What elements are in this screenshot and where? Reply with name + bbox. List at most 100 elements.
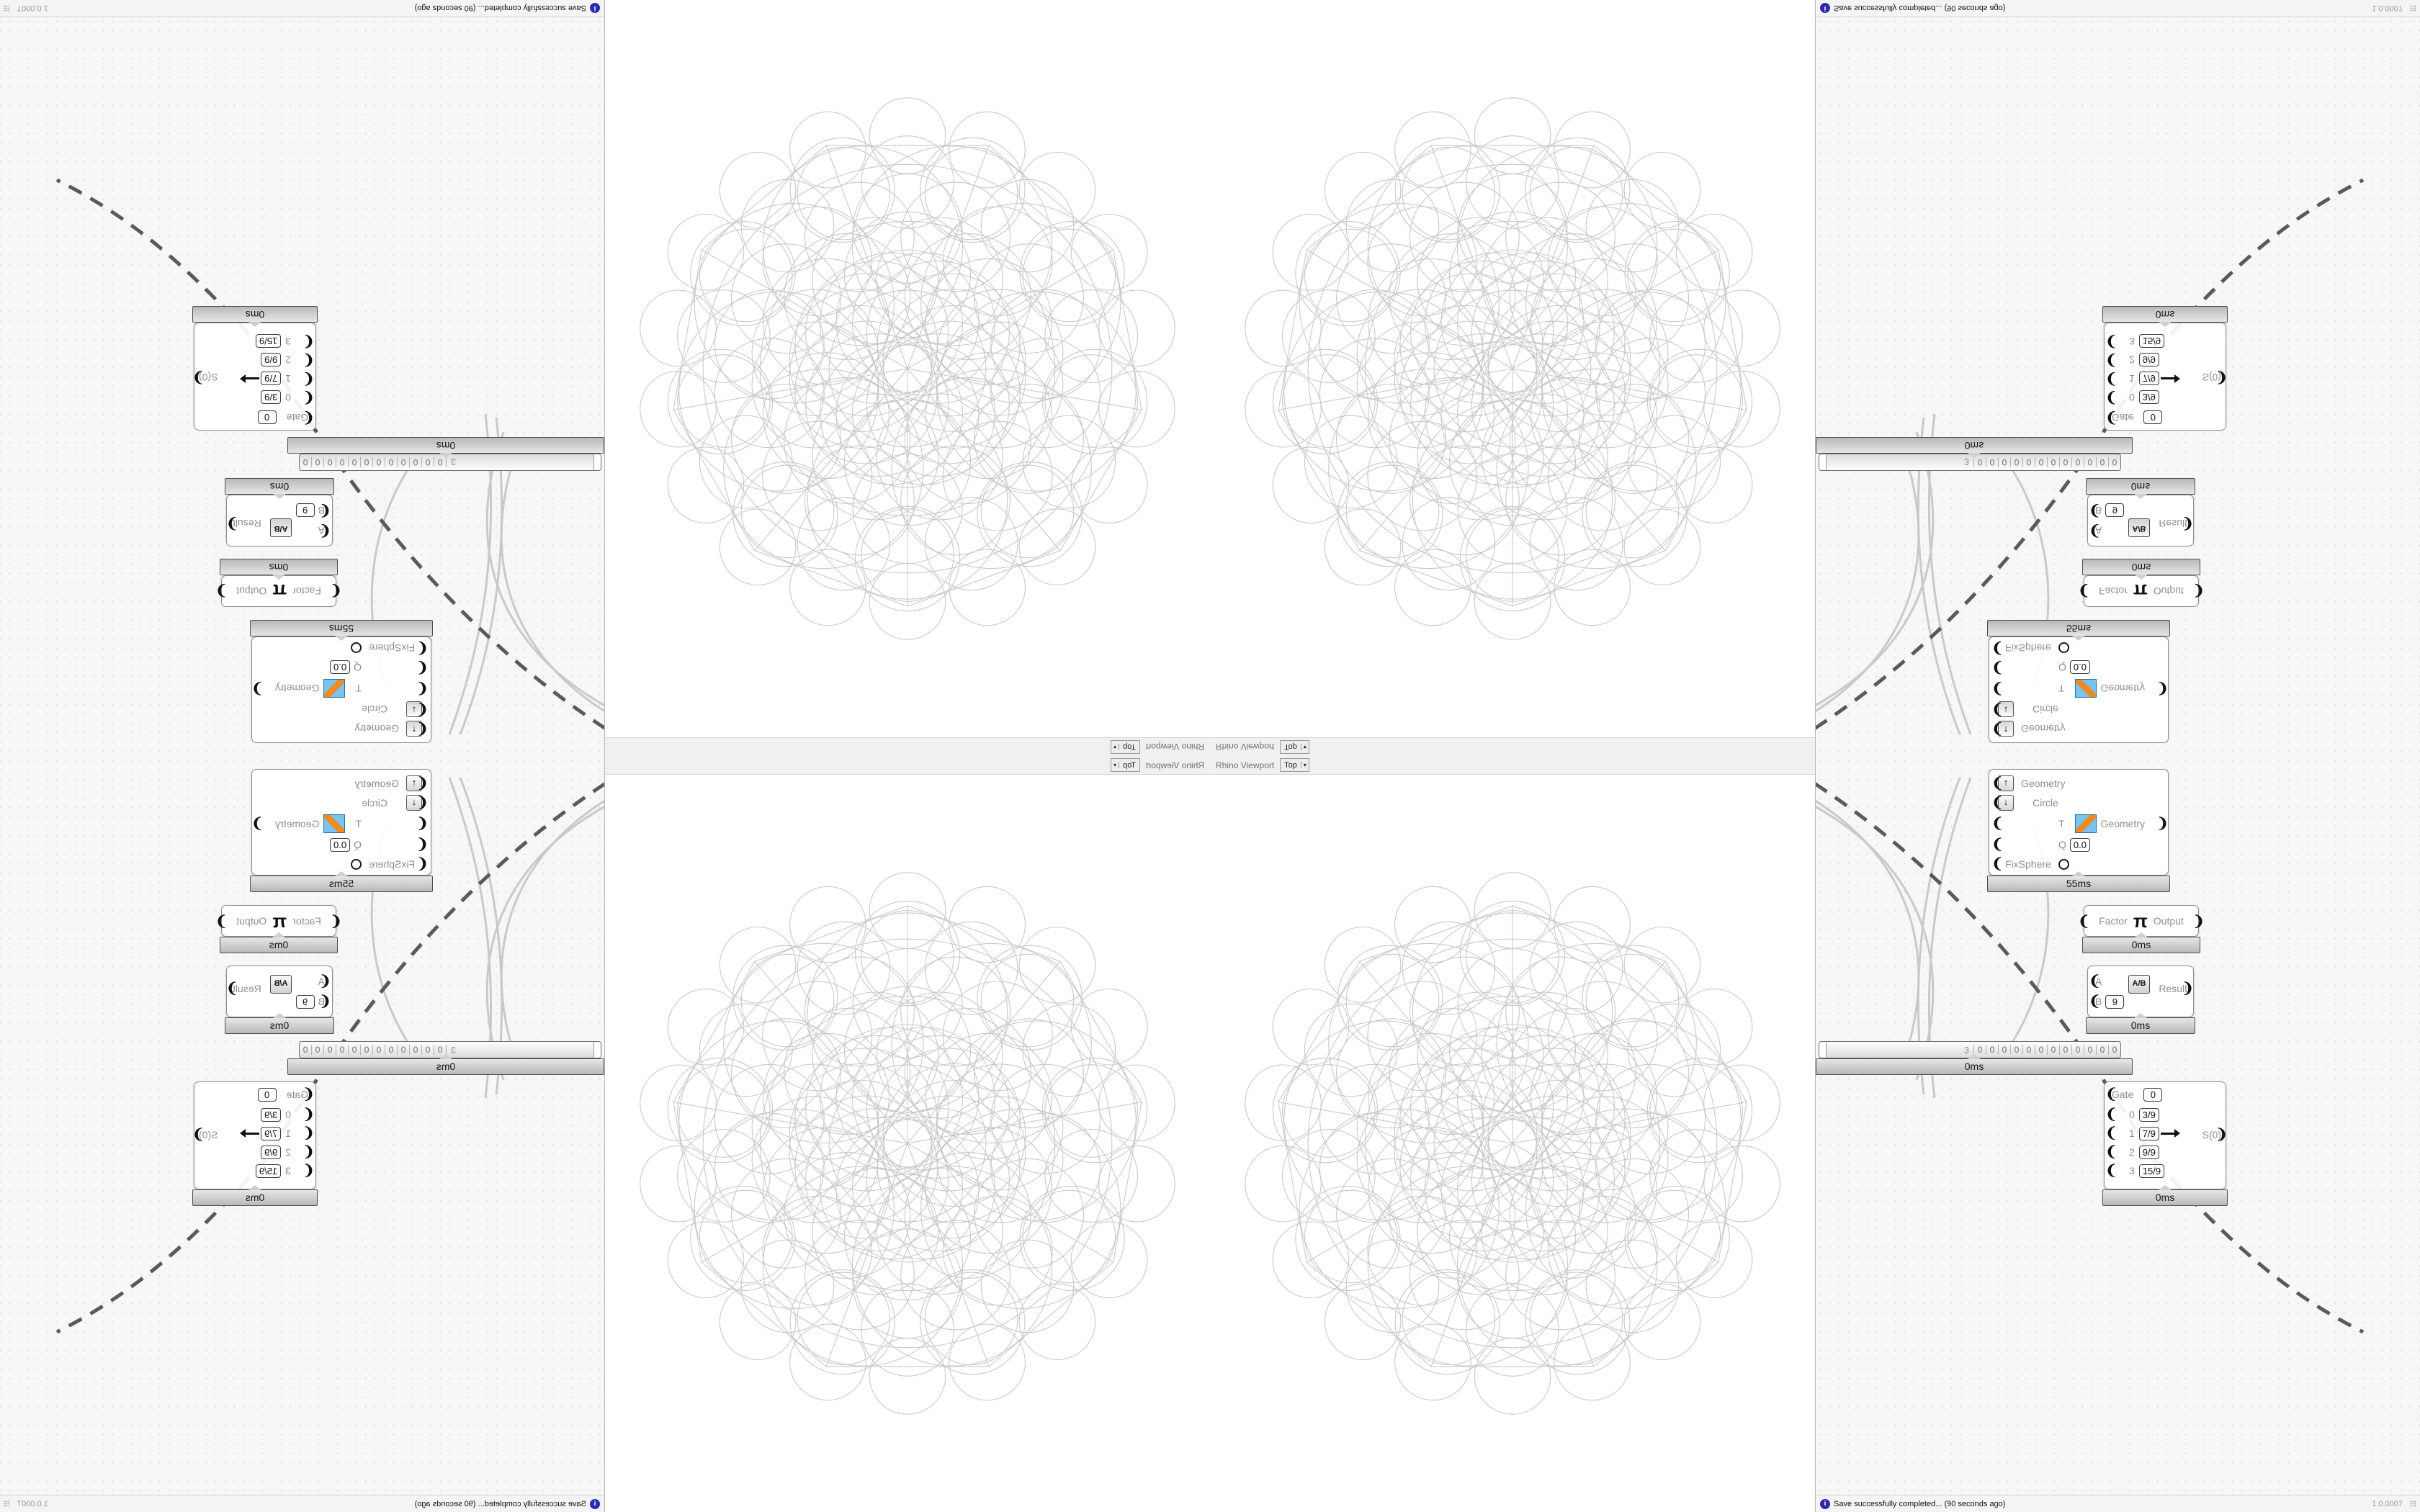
node-input-pin[interactable]: ❨ bbox=[2105, 352, 2118, 368]
stream-filter-node[interactable]: ❨ Gate 0 ❨ 0 3/9 ❨ 1 7/9 ❨ 2 9/9 ❨ 3 15/9 S(0) ❩ bbox=[192, 1081, 316, 1189]
stream-row[interactable]: ❨ 2 9/9 bbox=[2105, 351, 2220, 369]
stream-row[interactable]: ❨ 3 15/9 bbox=[200, 1161, 315, 1180]
circle-node[interactable]: ❨ ↑ Geometry ❨ ↓ Circle ❨ T bbox=[1989, 769, 2169, 876]
stream-row-value[interactable]: 15/9 bbox=[2138, 1164, 2165, 1178]
stream-row-value[interactable]: 7/9 bbox=[261, 1126, 282, 1140]
slider-digit[interactable]: 0 bbox=[336, 457, 349, 467]
slider-value[interactable]: 3 bbox=[451, 456, 457, 468]
stream-row[interactable]: ❨ 3 15/9 bbox=[2105, 332, 2220, 351]
node-input-pin[interactable]: ❨ bbox=[2089, 994, 2101, 1009]
canvas-area[interactable]: ❨ ↑ Geometry ❨ ↓ Circle ❨ T bbox=[0, 17, 604, 756]
node-input-pin[interactable]: ❨ bbox=[416, 856, 429, 872]
node-input-pin[interactable]: ❨ bbox=[1991, 640, 2004, 656]
pi-node[interactable]: ❨ Factor π Output ❩ bbox=[215, 575, 342, 607]
slider-digit[interactable]: 0 bbox=[324, 457, 336, 467]
slider-digit[interactable]: 0 bbox=[312, 1045, 324, 1055]
node-input-pin[interactable]: ❨ bbox=[302, 1144, 315, 1160]
resize-grip[interactable] bbox=[4, 1500, 10, 1507]
stream-row-value[interactable]: 7/9 bbox=[2138, 1126, 2159, 1140]
node-input-pin[interactable]: ❨ bbox=[302, 1163, 315, 1179]
node-output-pin[interactable]: ❩ bbox=[2182, 981, 2194, 996]
stream-gate-value[interactable]: 0 bbox=[2143, 1087, 2163, 1102]
slider-digit[interactable]: 0 bbox=[2035, 457, 2047, 467]
node-input-pin[interactable]: ❨ bbox=[302, 1125, 315, 1141]
resize-grip[interactable] bbox=[2410, 5, 2416, 12]
circle-node-q-value[interactable]: 0.0 bbox=[2069, 837, 2090, 852]
canvas-area[interactable]: ❨ ↑ Geometry ❨ ↓ Circle ❨ T bbox=[1816, 17, 2420, 756]
slider-value[interactable]: 3 bbox=[1963, 456, 1969, 468]
viewport-mode-dropdown[interactable]: Top ▾ bbox=[1280, 740, 1309, 754]
viewport-mode-dropdown[interactable]: Top ▾ bbox=[1111, 758, 1140, 772]
division-node[interactable]: ❨ A ❨ B 9 A/B bbox=[226, 495, 333, 546]
division-node-b-value[interactable]: 9 bbox=[2105, 503, 2125, 518]
slider-digit[interactable]: 0 bbox=[373, 1045, 385, 1055]
node-input-pin[interactable]: ❨ bbox=[302, 371, 315, 387]
stream-row-value[interactable]: 3/9 bbox=[261, 1107, 282, 1122]
viewport-canvas[interactable] bbox=[1210, 0, 1815, 737]
viewport-canvas[interactable] bbox=[605, 775, 1210, 1512]
node-input-pin[interactable]: ❨ bbox=[1991, 660, 2004, 675]
node-input-pin[interactable]: ❨ bbox=[2105, 1086, 2118, 1102]
stream-row[interactable]: ❨ 3 15/9 bbox=[2105, 1161, 2220, 1180]
node-output-pin[interactable]: ❩ bbox=[2192, 914, 2205, 930]
node-input-pin[interactable]: ❨ bbox=[1991, 680, 2004, 696]
slider-digit[interactable]: 0 bbox=[300, 1045, 312, 1055]
toggle-circle-icon[interactable] bbox=[351, 642, 362, 654]
stream-row-value[interactable]: 3/9 bbox=[2138, 390, 2159, 405]
slider-digit[interactable]: 0 bbox=[2071, 1045, 2084, 1055]
stream-row[interactable]: ❨ 2 9/9 bbox=[200, 1143, 315, 1161]
node-input-pin[interactable]: ❨ bbox=[1991, 721, 2004, 737]
arrow-up-icon[interactable]: ↑ bbox=[1998, 775, 2014, 791]
node-input-pin[interactable]: ❨ bbox=[330, 582, 342, 598]
slider-digit[interactable]: 0 bbox=[2084, 1045, 2096, 1055]
node-output-pin[interactable]: ❩ bbox=[215, 914, 228, 930]
stream-row-value[interactable]: 3/9 bbox=[261, 390, 282, 405]
slider-digit[interactable]: 0 bbox=[2035, 1045, 2047, 1055]
stream-row-value[interactable]: 15/9 bbox=[2138, 334, 2165, 348]
slider-handle[interactable] bbox=[593, 1042, 601, 1058]
node-input-pin[interactable]: ❨ bbox=[1991, 837, 2004, 852]
circle-node[interactable]: ❨ ↑ Geometry ❨ ↓ Circle ❨ T bbox=[1989, 636, 2169, 743]
circle-node-q-value[interactable]: 0.0 bbox=[330, 837, 351, 852]
node-input-pin[interactable]: ❨ bbox=[2089, 503, 2101, 518]
slider-digit[interactable]: 0 bbox=[2010, 1045, 2022, 1055]
stream-gate-value[interactable]: 0 bbox=[257, 410, 277, 425]
node-canvas[interactable]: ❨ ↑ Geometry ❨ ↓ Circle ❨ T bbox=[0, 17, 604, 756]
canvas-area[interactable]: ❨ ↑ Geometry ❨ ↓ Circle ❨ T bbox=[1816, 756, 2420, 1495]
stream-row-value[interactable]: 9/9 bbox=[2138, 353, 2159, 367]
slider-digit[interactable]: 0 bbox=[410, 1045, 422, 1055]
division-node-b-value[interactable]: 9 bbox=[2105, 994, 2125, 1009]
node-input-pin[interactable]: ❨ bbox=[2105, 410, 2118, 426]
slider-digit[interactable]: 0 bbox=[422, 1045, 434, 1055]
slider-digit[interactable]: 0 bbox=[2096, 1045, 2108, 1055]
slider-digit[interactable]: 0 bbox=[1986, 1045, 1998, 1055]
stream-gate-value[interactable]: 0 bbox=[2143, 410, 2163, 425]
circle-node[interactable]: ❨ ↑ Geometry ❨ ↓ Circle ❨ T bbox=[251, 769, 431, 876]
node-input-pin[interactable]: ❨ bbox=[2089, 523, 2101, 539]
node-input-pin[interactable]: ❨ bbox=[2105, 1107, 2118, 1122]
stream-row-value[interactable]: 7/9 bbox=[2138, 372, 2159, 386]
pi-node[interactable]: ❨ Factor π Output ❩ bbox=[2078, 905, 2205, 937]
node-canvas[interactable]: ❨ ↑ Geometry ❨ ↓ Circle ❨ T bbox=[1816, 756, 2420, 1495]
node-output-pin[interactable]: ❩ bbox=[192, 1127, 205, 1143]
slider-digit[interactable]: 0 bbox=[2108, 1045, 2120, 1055]
slider-digit[interactable]: 0 bbox=[349, 457, 361, 467]
node-output-pin[interactable]: ❩ bbox=[192, 369, 205, 385]
slider-digit[interactable]: 0 bbox=[2010, 457, 2022, 467]
node-output-pin[interactable]: ❩ bbox=[226, 516, 238, 531]
node-input-pin[interactable]: ❨ bbox=[1991, 701, 2004, 717]
viewport-canvas[interactable] bbox=[605, 0, 1210, 737]
node-output-pin[interactable]: ❩ bbox=[251, 816, 264, 832]
node-input-pin[interactable]: ❨ bbox=[302, 410, 315, 426]
slider-digit[interactable]: 0 bbox=[361, 1045, 373, 1055]
node-input-pin[interactable]: ❨ bbox=[2105, 333, 2118, 349]
slider-digit[interactable]: 0 bbox=[2059, 457, 2071, 467]
slider-value[interactable]: 3 bbox=[451, 1044, 457, 1056]
slider-digit[interactable]: 0 bbox=[336, 1045, 349, 1055]
node-output-pin[interactable]: ❩ bbox=[2182, 516, 2194, 531]
slider-digit[interactable]: 0 bbox=[385, 457, 398, 467]
node-input-pin[interactable]: ❨ bbox=[2105, 1125, 2118, 1141]
division-node[interactable]: ❨ A ❨ B 9 A/B bbox=[2087, 495, 2194, 546]
stream-filter-node[interactable]: ❨ Gate 0 ❨ 0 3/9 ❨ 1 7/9 ❨ 2 9/9 ❨ 3 15/9 S(0) ❩ bbox=[2104, 323, 2228, 431]
slider-digit[interactable]: 0 bbox=[398, 1045, 410, 1055]
